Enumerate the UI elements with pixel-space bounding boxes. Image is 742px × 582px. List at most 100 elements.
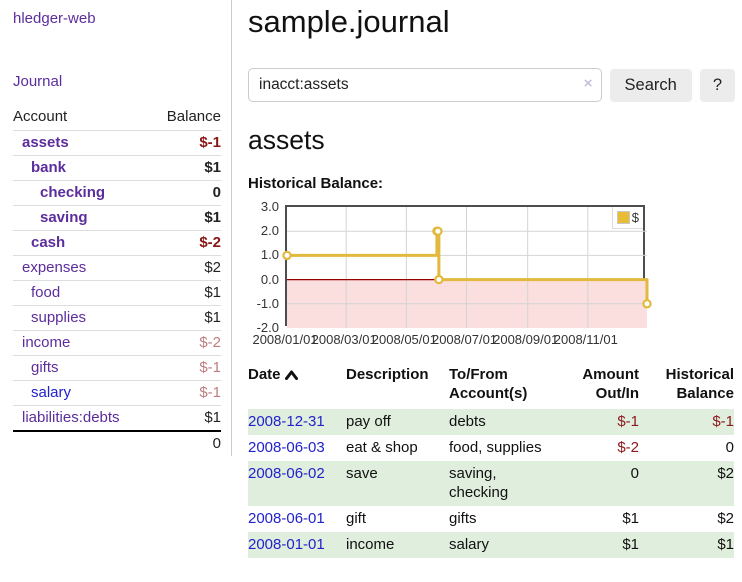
- account-row: supplies $1: [13, 305, 221, 331]
- transaction-description: gift: [346, 510, 367, 527]
- transaction-date-link[interactable]: 2008-06-01: [248, 510, 325, 527]
- register-row: 2008-06-02 save saving, checking 0 $2: [248, 461, 734, 506]
- account-link[interactable]: assets: [22, 134, 69, 151]
- accounts-table-header: Account Balance: [13, 104, 221, 131]
- search-input-wrapper: ×: [248, 68, 602, 102]
- accounts-total-value: 0: [150, 430, 221, 456]
- account-heading: assets: [248, 125, 325, 155]
- account-link[interactable]: bank: [31, 159, 67, 176]
- accounts-total-row: 0: [13, 430, 221, 456]
- x-axis-tick-label: 2008/11/01: [553, 332, 618, 347]
- accounts-header-balance: Balance: [166, 108, 221, 125]
- x-axis-tick-label: 2008/01/01: [252, 332, 318, 347]
- register-row: 2008-01-01 income salary $1 $1: [248, 532, 734, 558]
- search-help-button[interactable]: ?: [699, 68, 735, 102]
- register-header-description: Description: [346, 366, 429, 383]
- register-row: 2008-06-03 eat & shop food, supplies $-2…: [248, 435, 734, 461]
- account-row: assets $-1: [13, 130, 221, 156]
- account-row: checking 0: [13, 180, 221, 206]
- transaction-accounts: gifts: [449, 510, 477, 527]
- chart-plot-area: $: [282, 205, 652, 328]
- chart-x-axis: 2008/01/01 2008/03/01 2008/05/01 2008/07/01…: [252, 332, 645, 348]
- register-header-balance: Historical Balance: [665, 366, 734, 402]
- accounts-total-spacer: [13, 430, 151, 456]
- account-balance: 0: [150, 180, 221, 206]
- account-row: cash $-2: [13, 230, 221, 256]
- account-balance: $1: [150, 155, 221, 181]
- search-button[interactable]: Search: [609, 68, 692, 102]
- account-balance: $-1: [150, 130, 221, 156]
- search-bar: × Search ?: [248, 68, 735, 102]
- accounts-table: Account Balance assets $-1 bank $1 check…: [13, 104, 221, 456]
- legend-swatch: [616, 211, 630, 224]
- account-link[interactable]: supplies: [31, 309, 87, 326]
- account-link[interactable]: expenses: [22, 259, 87, 276]
- x-axis-tick-label: 2008/09/01: [493, 332, 559, 347]
- account-link[interactable]: income: [22, 334, 71, 351]
- register-row: 2008-06-01 gift gifts $1 $2: [248, 506, 734, 532]
- app-brand-link[interactable]: hledger-web: [13, 10, 96, 27]
- transaction-date-link[interactable]: 2008-12-31: [248, 413, 325, 430]
- main-content: sample.journal × Search ? assets Histori…: [248, 0, 735, 558]
- sidebar-item-journal[interactable]: Journal: [13, 73, 63, 90]
- clear-search-icon[interactable]: ×: [583, 75, 593, 92]
- data-point-marker: [282, 250, 292, 261]
- transaction-balance: $2: [717, 510, 734, 527]
- account-link[interactable]: liabilities:debts: [22, 409, 120, 426]
- transaction-amount: $-1: [555, 409, 639, 435]
- data-point-marker: [433, 226, 443, 236]
- page-title: sample.journal: [248, 4, 450, 39]
- account-balance: $-2: [150, 230, 221, 256]
- transaction-amount: 0: [555, 461, 639, 506]
- account-link[interactable]: cash: [31, 234, 66, 251]
- sidebar: hledger-web Journal Account Balance asse…: [0, 0, 232, 456]
- account-balance: $-1: [150, 380, 221, 406]
- account-row: bank $1: [13, 155, 221, 181]
- register-table: Date Description To/From Account(s) Amou…: [248, 363, 734, 558]
- x-axis-tick-label: 2008/03/01: [311, 332, 377, 347]
- account-balance: $-1: [150, 355, 221, 381]
- account-row: expenses $2: [13, 255, 221, 281]
- register-row: 2008-12-31 pay off debts $-1 $-1: [248, 409, 734, 435]
- transaction-date-link[interactable]: 2008-06-02: [248, 465, 325, 482]
- account-link[interactable]: salary: [31, 384, 72, 401]
- chart-title: Historical Balance:: [248, 175, 384, 192]
- account-link[interactable]: food: [31, 284, 61, 301]
- transaction-accounts: saving, checking: [449, 461, 555, 506]
- legend-label: $: [631, 210, 639, 225]
- historical-balance-chart: 3.0 2.0 1.0 0.0 -1.0 -2.0 $ 2008/01/01 2008/03…: [248, 199, 680, 348]
- account-row: saving $1: [13, 205, 221, 231]
- transaction-accounts: salary: [449, 532, 555, 558]
- account-link[interactable]: checking: [40, 184, 106, 201]
- sort-ascending-icon: [284, 366, 298, 385]
- x-axis-tick-label: 2008/07/01: [431, 332, 498, 347]
- transaction-description: income: [346, 532, 449, 558]
- account-row: liabilities:debts $1: [13, 405, 221, 431]
- balance-chart-svg: [282, 207, 652, 328]
- transaction-balance: $2: [639, 461, 734, 506]
- transaction-balance: 0: [725, 439, 734, 456]
- account-link[interactable]: saving: [40, 209, 88, 226]
- account-row: food $1: [13, 280, 221, 306]
- search-input[interactable]: [248, 68, 602, 102]
- account-link[interactable]: gifts: [31, 359, 59, 376]
- y-axis-tick-label: 0.0: [260, 271, 279, 287]
- register-header-row: Date Description To/From Account(s) Amou…: [248, 363, 734, 409]
- transaction-balance: $-1: [639, 409, 734, 435]
- transaction-balance: $1: [639, 532, 734, 558]
- register-header-accounts: To/From Account(s): [449, 366, 528, 402]
- y-axis-tick-label: -1.0: [256, 295, 279, 311]
- accounts-header-account: Account: [13, 108, 68, 125]
- transaction-description: pay off: [346, 409, 449, 435]
- register-header-date: Date: [248, 363, 346, 409]
- data-point-marker: [434, 274, 444, 285]
- transaction-accounts: food, supplies: [449, 439, 542, 456]
- y-axis-tick-label: 2.0: [260, 223, 279, 239]
- transaction-accounts: debts: [449, 409, 555, 435]
- transaction-date-link[interactable]: 2008-06-03: [248, 439, 325, 456]
- transaction-date-link[interactable]: 2008-01-01: [248, 536, 325, 553]
- chart-legend: $: [611, 207, 643, 229]
- account-balance: $-2: [150, 330, 221, 356]
- y-axis-tick-label: 1.0: [260, 247, 279, 263]
- account-row: gifts $-1: [13, 355, 221, 381]
